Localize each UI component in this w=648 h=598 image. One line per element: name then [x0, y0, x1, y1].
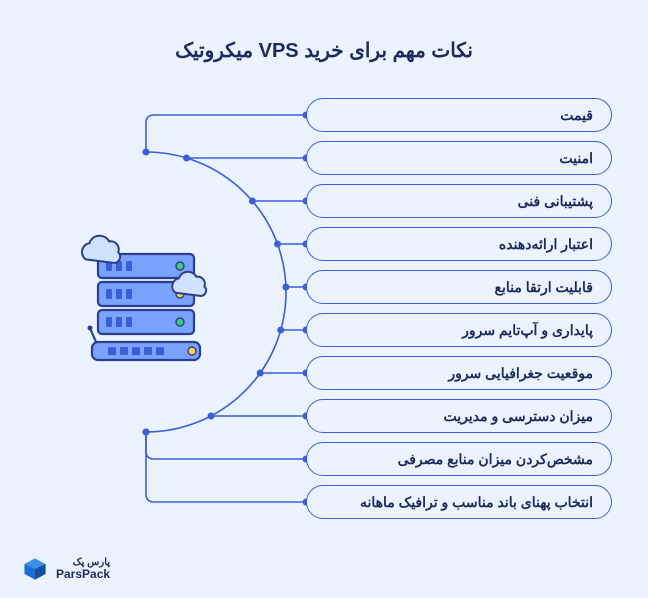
- list-item: امنیت: [306, 141, 612, 175]
- list-item: قیمت: [306, 98, 612, 132]
- list-item-label: قابلیت ارتقا منابع: [495, 279, 593, 296]
- list-item: موقعیت جغرافیایی سرور: [306, 356, 612, 390]
- list-item-label: میزان دسترسی و مدیریت: [444, 408, 593, 425]
- list-item-label: پایداری و آپ‌تایم سرور: [462, 322, 593, 339]
- title-main: نکات مهم برای خرید: [299, 40, 473, 62]
- list-item: پایداری و آپ‌تایم سرور: [306, 313, 612, 347]
- list-item-label: قیمت: [560, 107, 593, 124]
- list-item: میزان دسترسی و مدیریت: [306, 399, 612, 433]
- list-item-label: اعتبار ارائه‌دهنده: [499, 236, 593, 253]
- list-item-label: پشتیبانی فنی: [518, 193, 593, 210]
- list-item: پشتیبانی فنی: [306, 184, 612, 218]
- page-title: نکات مهم برای خرید VPS میکروتیک: [0, 38, 648, 63]
- logo-en: ParsPack: [56, 568, 110, 581]
- brand-logo: پارس پک ParsPack: [22, 556, 110, 582]
- items-list: قیمت امنیت پشتیبانی فنی اعتبار ارائه‌دهنده ق…: [306, 98, 612, 528]
- list-item-label: امنیت: [559, 150, 593, 167]
- logo-icon: [22, 556, 48, 582]
- list-item: قابلیت ارتقا منابع: [306, 270, 612, 304]
- list-item: اعتبار ارائه‌دهنده: [306, 227, 612, 261]
- server-illustration: [68, 214, 224, 370]
- logo-text: پارس پک ParsPack: [56, 557, 110, 581]
- list-item-label: انتخاب پهنای باند مناسب و ترافیک ماهانه: [360, 494, 593, 511]
- list-item: مشخص‌کردن میزان منابع مصرفی: [306, 442, 612, 476]
- list-item-label: موقعیت جغرافیایی سرور: [448, 365, 593, 382]
- list-item: انتخاب پهنای باند مناسب و ترافیک ماهانه: [306, 485, 612, 519]
- title-bold: VPS میکروتیک: [175, 40, 299, 62]
- list-item-label: مشخص‌کردن میزان منابع مصرفی: [398, 451, 593, 468]
